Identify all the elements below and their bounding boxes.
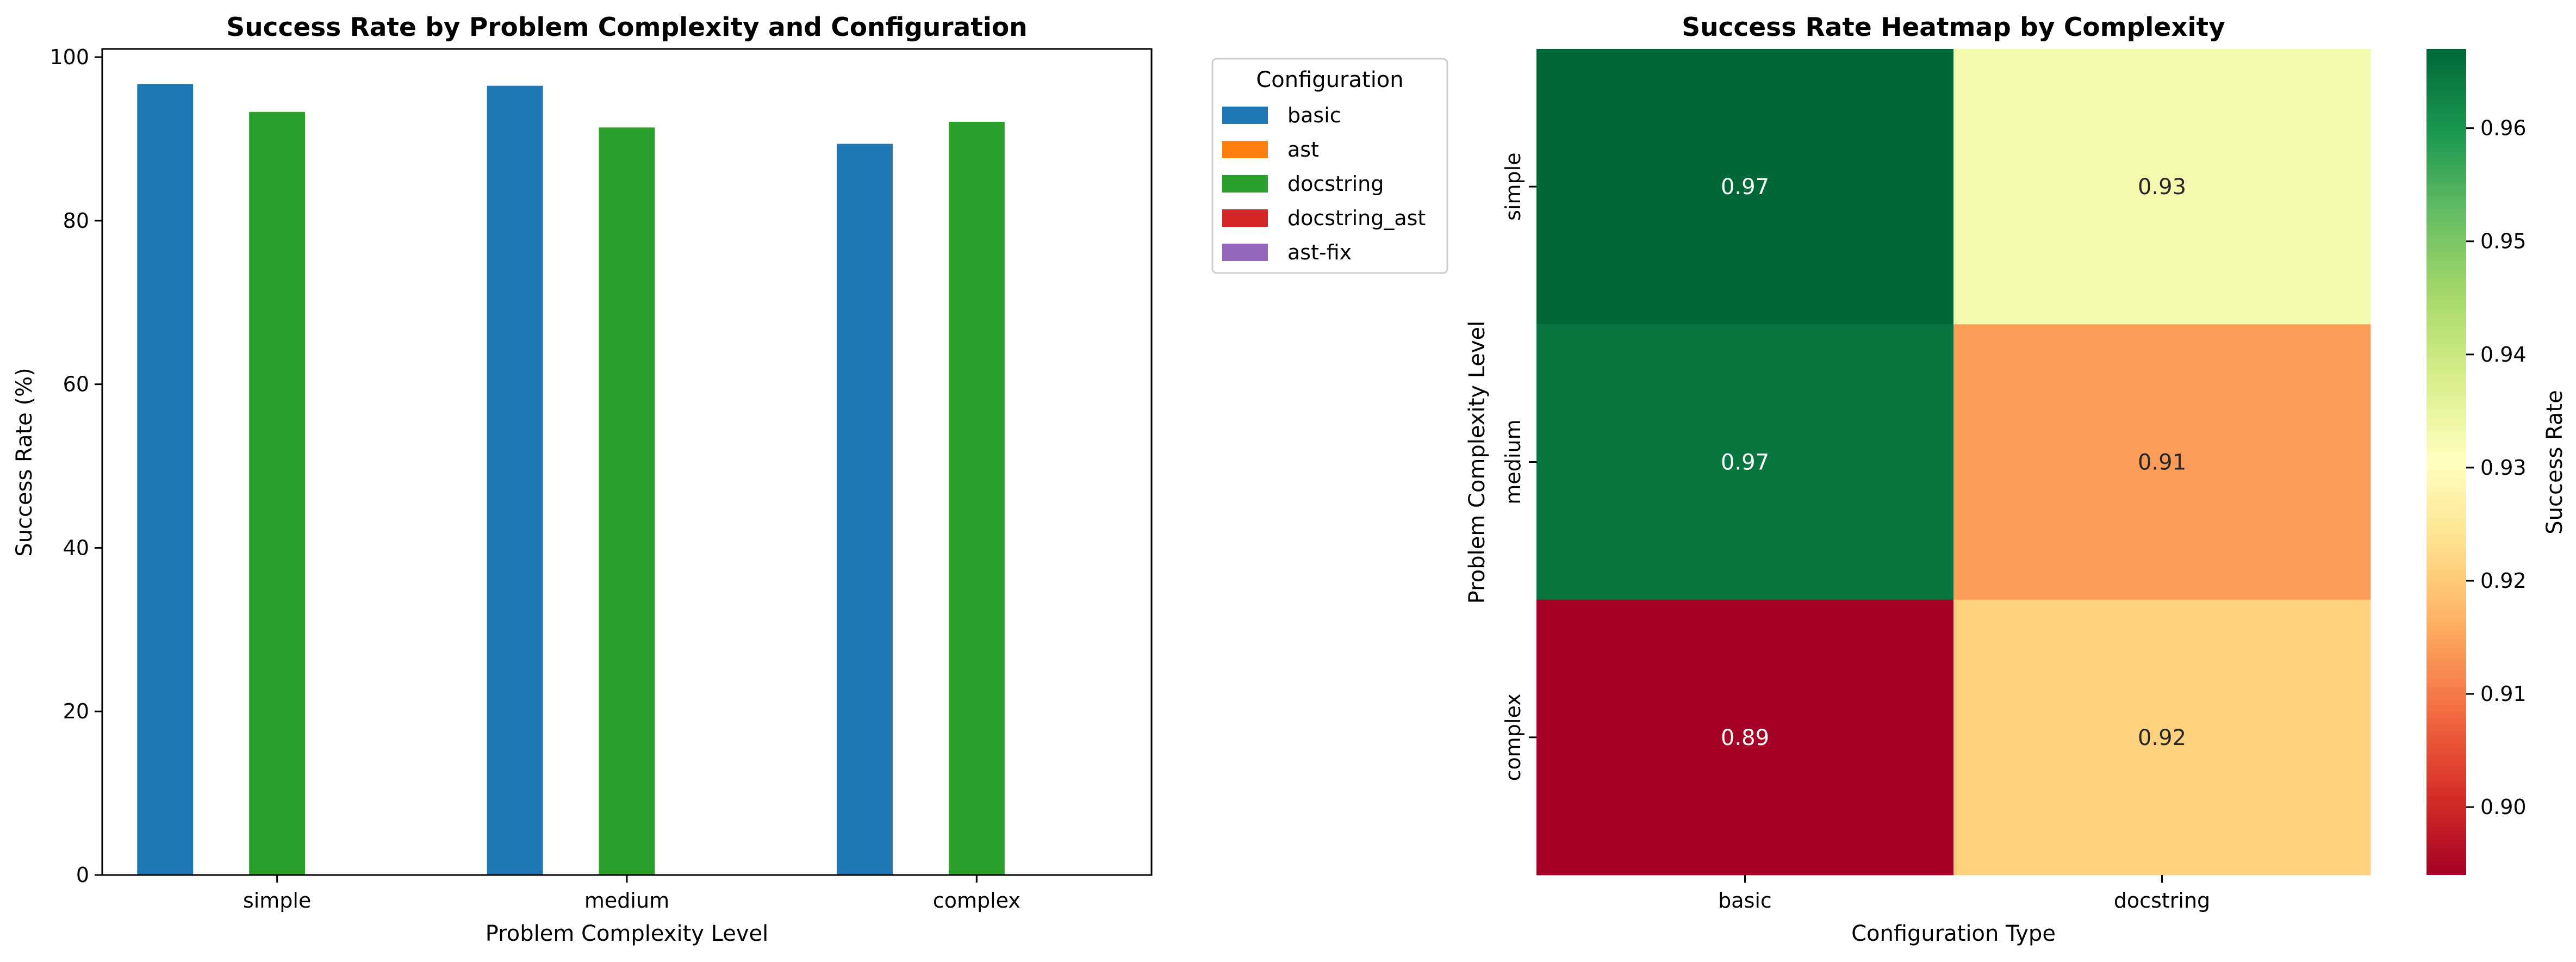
colorbar-gradient [2426, 49, 2466, 875]
bar-basic-simple [137, 84, 194, 876]
heatmap-cell-label: 0.92 [2138, 725, 2186, 750]
bar-x-tick-label: complex [933, 889, 1021, 913]
colorbar-tick-label: 0.92 [2480, 569, 2527, 593]
legend-items: basic ast docstring docstring_ast ast-fix [1222, 103, 1426, 264]
legend-label-ast: ast [1287, 138, 1319, 162]
heatmap-cell-label: 0.89 [1721, 725, 1769, 750]
legend-swatch-docstring_ast [1222, 209, 1268, 227]
legend-label-basic: basic [1287, 103, 1341, 127]
bar-y-tick-label: 100 [49, 45, 89, 69]
heatmap-x-tick-label: basic [1718, 889, 1772, 913]
bar-x-tick-label: medium [584, 889, 669, 913]
legend: Configuration basic ast docstring docstring… [1211, 58, 1448, 274]
bar-basic-complex [837, 144, 893, 875]
bar-chart: Success Rate by Problem Complexity and C… [12, 13, 1448, 946]
bar-x-ticks: simple medium complex [243, 875, 1021, 913]
bar-x-tick-label: simple [243, 889, 311, 913]
heatmap-cell-medium-docstring [1953, 324, 2371, 600]
heatmap-cell-label: 0.91 [2138, 450, 2186, 475]
heatmap-cell-simple-basic [1536, 49, 1954, 325]
legend-swatch-basic [1222, 107, 1268, 124]
bar-y-tick-label: 40 [63, 536, 89, 560]
heatmap-x-ticks: basic docstring [1718, 875, 2210, 913]
heatmap-x-axis-label: Configuration Type [1851, 921, 2056, 946]
colorbar-tick-label: 0.93 [2480, 456, 2527, 480]
bar-y-tick-label: 80 [63, 209, 89, 233]
colorbar-tick-label: 0.91 [2480, 682, 2527, 706]
bar-y-ticks: 0 20 40 60 80 100 [49, 45, 102, 887]
heatmap-cell-label: 0.93 [2138, 175, 2186, 200]
bar-docstring-simple [249, 111, 306, 875]
heatmap-cell-medium-basic [1536, 324, 1954, 600]
bar-docstring-complex [948, 121, 1005, 875]
heatmap-cell-simple-docstring [1953, 49, 2371, 325]
heatmap-cells: 0.97 0.93 0.97 0.91 0.89 0.92 [1536, 49, 2371, 876]
legend-swatch-ast [1222, 141, 1268, 158]
legend-title: Configuration [1256, 67, 1403, 92]
heatmap-cell-label: 0.97 [1721, 450, 1769, 475]
legend-label-ast-fix: ast-fix [1287, 240, 1352, 264]
colorbar-tick-label: 0.95 [2480, 229, 2527, 253]
heatmap-y-tick-label: complex [1501, 693, 1525, 781]
legend-swatch-ast-fix [1222, 244, 1268, 261]
colorbar: 0.90 0.91 0.92 0.93 0.94 0.95 0.96 Success Rat… [2426, 49, 2567, 875]
heatmap-y-axis-label: Problem Complexity Level [1465, 321, 1490, 604]
bar-marks [137, 84, 1005, 876]
legend-swatch-docstring [1222, 175, 1268, 193]
bar-y-tick-label: 60 [63, 373, 89, 396]
heatmap-cell-label: 0.97 [1721, 175, 1769, 200]
colorbar-ticks: 0.90 0.91 0.92 0.93 0.94 0.95 0.96 [2466, 116, 2527, 819]
heatmap-cell-complex-basic [1536, 599, 1954, 876]
bar-docstring-medium [599, 127, 655, 875]
heatmap-title: Success Rate Heatmap by Complexity [1682, 13, 2225, 42]
heatmap-chart: Success Rate Heatmap by Complexity 0.97 0… [1465, 13, 2567, 946]
legend-label-docstring_ast: docstring_ast [1287, 206, 1426, 230]
legend-label-docstring: docstring [1287, 172, 1384, 196]
heatmap-y-tick-label: simple [1501, 152, 1525, 220]
colorbar-tick-label: 0.94 [2480, 343, 2527, 367]
colorbar-label: Success Rate [2542, 390, 2567, 534]
bar-basic-medium [487, 85, 543, 876]
bar-y-tick-label: 20 [63, 699, 89, 723]
bar-chart-title: Success Rate by Problem Complexity and C… [226, 13, 1027, 42]
bar-plot-frame [101, 48, 1153, 876]
heatmap-cell-complex-docstring [1953, 599, 2371, 876]
bar-x-axis-label: Problem Complexity Level [486, 921, 768, 946]
legend-frame [1211, 58, 1448, 274]
heatmap-y-ticks: simple medium complex [1501, 152, 1536, 781]
bar-y-axis-label: Success Rate (%) [12, 368, 37, 556]
heatmap-y-tick-label: medium [1501, 419, 1525, 504]
colorbar-tick-label: 0.96 [2480, 116, 2527, 140]
heatmap-x-tick-label: docstring [2114, 889, 2210, 913]
bar-y-tick-label: 0 [76, 863, 89, 887]
colorbar-tick-label: 0.90 [2480, 795, 2527, 819]
